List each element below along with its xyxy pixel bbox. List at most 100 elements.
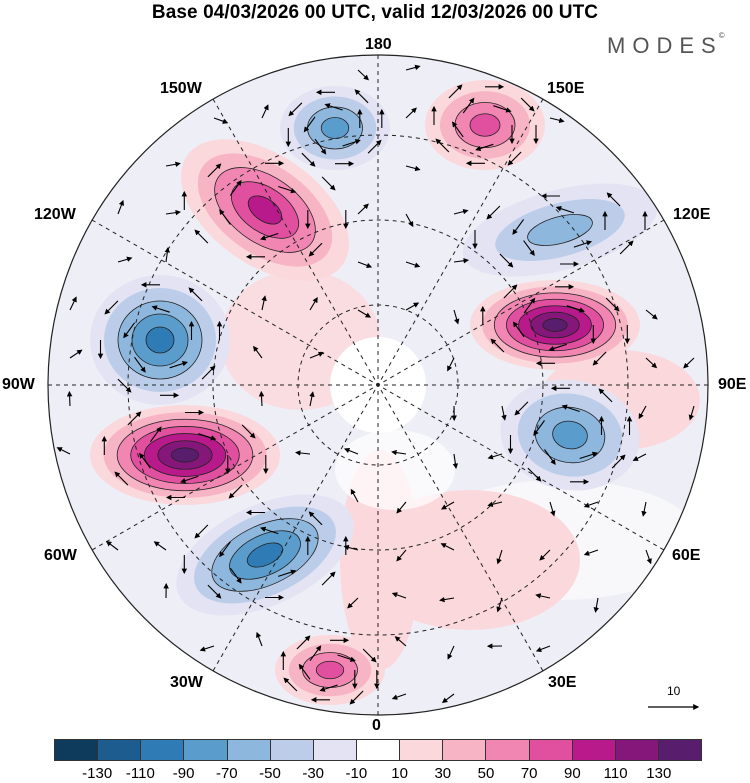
wind-arrow: [117, 378, 132, 393]
wind-arrow: [606, 192, 621, 207]
wind-arrow: [451, 121, 464, 138]
colorbar-tick-label: -30: [302, 765, 325, 782]
wind-arrow: [619, 240, 634, 255]
wind-arrow: [641, 501, 647, 517]
wind-arrow: [296, 635, 311, 650]
wind-arrow: [278, 185, 297, 194]
wind-arrow: [134, 356, 146, 373]
colorbar-swatch: [658, 740, 702, 760]
colorbar-swatch: [356, 740, 401, 760]
anomaly-contour: [320, 117, 350, 139]
colorbar-tick-label: -10: [345, 765, 368, 782]
graticule: [48, 55, 708, 715]
colorbar-swatch: [270, 740, 314, 760]
wind-arrow: [314, 138, 327, 155]
wind-arrow: [405, 261, 421, 268]
lon-label-ese: 60E: [672, 547, 701, 564]
anomaly-contour: [315, 660, 345, 680]
wind-arrow: [151, 305, 170, 313]
wind-arrow: [258, 390, 265, 407]
lon-label-se: 30E: [548, 674, 577, 691]
wind-arrow: [298, 663, 311, 680]
wind-arrow: [309, 351, 325, 359]
wind-arrow: [367, 139, 382, 154]
wind-arrow: [309, 645, 322, 662]
colorbar-tick-label: 90: [564, 765, 581, 782]
wind-arrow: [499, 253, 514, 268]
colorbar-swatch: [184, 740, 228, 760]
wind-arrow: [114, 471, 129, 486]
wind-arrow: [405, 165, 421, 172]
wind-arrow: [104, 300, 119, 315]
wind-arrow: [164, 247, 171, 263]
wind-arrow: [194, 229, 209, 244]
wind-arrow: [123, 322, 135, 339]
wind-arrow: [507, 151, 522, 166]
wind-arrow: [69, 349, 83, 359]
wind-arrow: [66, 390, 73, 407]
wind-arrow: [447, 645, 455, 660]
wind-arrow: [561, 404, 580, 413]
wind-arrow: [441, 693, 455, 704]
wind-arrow: [301, 152, 316, 167]
wind-arrow: [439, 596, 455, 603]
map-title: Base 04/03/2026 00 UTC, valid 12/03/2026…: [151, 2, 599, 23]
wind-arrow: [527, 467, 542, 482]
wind-arrow: [105, 540, 119, 551]
colorbar-swatch: [615, 740, 659, 760]
wind-arrow: [440, 543, 455, 551]
wind-arrow: [343, 447, 359, 455]
colorbar-swatch: [443, 740, 487, 760]
anomaly-contour: [552, 420, 588, 450]
wind-arrow: [535, 593, 551, 599]
colorbar-tick-label: 130: [646, 765, 672, 782]
colorbar-swatch: [55, 740, 99, 760]
wind-arrow: [493, 105, 512, 113]
wind-arrow: [198, 433, 217, 441]
wind-arrow: [605, 297, 620, 312]
wind-arrow: [453, 208, 469, 215]
colorbar-tick-label: -110: [125, 765, 155, 782]
wind-arrow: [309, 297, 318, 311]
wind-arrow: [496, 597, 503, 613]
wind-arrow: [405, 213, 414, 228]
wind-arrow: [354, 89, 369, 104]
wind-arrow: [535, 645, 551, 653]
wind-arrow: [512, 219, 525, 235]
wind-arrow: [632, 453, 647, 461]
wind-arrow: [309, 391, 315, 407]
wind-arrow: [357, 203, 369, 215]
wind-arrow: [555, 206, 575, 214]
colorbar-swatch: [141, 740, 185, 760]
colorbar-tick-label: 30: [434, 765, 452, 782]
lon-label-ne: 150E: [547, 80, 585, 97]
anomaly-contour: [246, 542, 284, 568]
wind-arrow: [486, 205, 501, 220]
wind-arrow: [69, 296, 77, 311]
wind-arrow: [405, 107, 417, 119]
wind-arrow: [165, 161, 181, 167]
wind-arrow: [56, 447, 71, 455]
wind-arrow: [544, 449, 556, 465]
colorbar-tick-label: 10: [391, 765, 408, 782]
wind-arrow: [512, 321, 525, 338]
wind-arrow: [153, 541, 167, 551]
wind-arrow: [229, 567, 242, 584]
colorbar-swatch: [227, 740, 271, 760]
colorbar-swatch: [572, 740, 616, 760]
colorbar-tick-label: -70: [215, 765, 238, 782]
wind-arrow: [514, 401, 529, 416]
wind-arrow: [496, 549, 503, 565]
colorbar-tick-label: -130: [82, 765, 113, 782]
wind-arrow: [490, 338, 505, 353]
wind-arrow: [117, 199, 125, 215]
wind-arrow: [440, 501, 455, 510]
wind-arrow: [611, 454, 626, 469]
wind-arrow: [324, 103, 343, 111]
wind-arrow: [295, 450, 311, 456]
wind-arrow: [207, 163, 222, 178]
anomaly-contour: [145, 326, 175, 354]
wind-arrow: [391, 592, 407, 599]
brand-logo: MODES©: [607, 31, 725, 58]
wind-arrow: [347, 597, 359, 609]
